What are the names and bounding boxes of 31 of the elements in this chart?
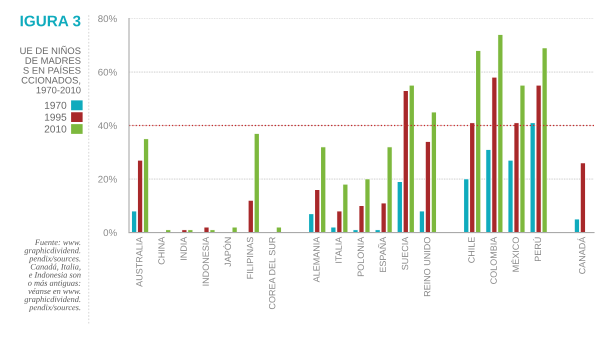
y-tick-label: 60% [98, 68, 117, 76]
x-tick-label: POLONIA [358, 236, 364, 276]
bar [232, 226, 238, 233]
x-tick-label: PERÚ [533, 237, 542, 262]
x-tick-label: MÉXICO [511, 237, 519, 272]
x-tick-label: ESPAÑA [378, 236, 386, 272]
x-tick-label: FILIPINAS [246, 237, 254, 279]
bar [276, 226, 282, 233]
x-tick-label: REINO UNIDO [424, 237, 430, 296]
legend-label: 1970 [44, 102, 66, 109]
x-tick-label: COREA DEL SUR [268, 237, 276, 310]
y-tick-label: 0% [104, 229, 117, 236]
legend-label: 2010 [44, 125, 66, 133]
x-tick-label: COLOMBIA [490, 236, 497, 284]
legend-label: 1995 [44, 114, 66, 121]
text: Fuente: www. graphicdividend. pendix/sources. Canadá, Italia, e Indonesia son o más antiguas: véanse en www. graphicdividend. pendix/sources. [24, 240, 81, 312]
x-tick-label: JAPÓN [223, 237, 232, 267]
x-tick-label: SUECIA [402, 236, 408, 270]
x-tick-label: INDIA [180, 236, 187, 260]
y-tick-label: 80% [98, 15, 117, 22]
x-tick-label: AUSTRALIA [136, 236, 142, 287]
x-tick-label: INDONESIA [202, 236, 209, 286]
chart-title: IGURA 3 [20, 16, 80, 26]
y-tick-label: 40% [98, 122, 117, 130]
x-tick-label: ITALIA [335, 236, 342, 263]
x-tick-label: CHILE [468, 237, 475, 263]
y-tick-label: 20% [98, 176, 117, 183]
x-tick-label: ALEMANIA [313, 236, 320, 282]
x-tick-label: CANADÁ [577, 236, 586, 274]
x-tick-label: CHINA [158, 236, 165, 264]
text: UE DE NIÑOS DE MADRES S EN PAÍSES CCIONADOS, 1970-2010 [20, 46, 81, 94]
